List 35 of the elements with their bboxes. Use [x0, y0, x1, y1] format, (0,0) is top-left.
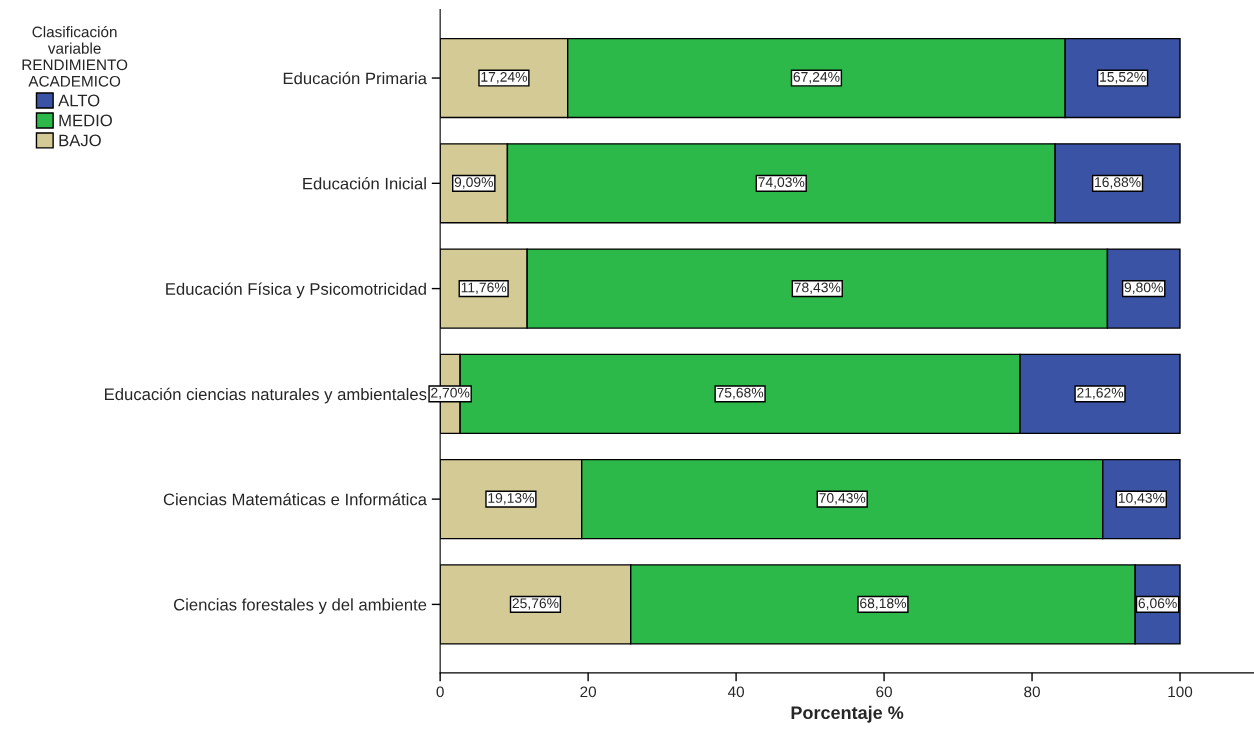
y-tick-label: Ciencias Matemáticas e Informática — [163, 492, 427, 506]
data-label: 25,76% — [512, 598, 559, 610]
data-label: 17,24% — [481, 71, 527, 84]
legend-title: Clasificación variable RENDIMIENTO ACADEMICO — [22, 25, 128, 87]
data-label: 6,06% — [1138, 598, 1177, 610]
x-tick-label: 60 — [876, 686, 892, 698]
data-label: 78,43% — [794, 282, 841, 294]
legend-label: MEDIO — [59, 114, 112, 127]
data-label: 9,09% — [454, 177, 493, 189]
data-label: 67,24% — [793, 71, 840, 84]
x-tick-label: 40 — [727, 686, 744, 698]
x-axis-title: Porcentaje % — [791, 705, 904, 723]
x-tick-label: 80 — [1024, 686, 1040, 698]
y-tick-label: Educación Primaria — [283, 71, 427, 85]
data-label: 10,43% — [1118, 493, 1165, 505]
data-label: 68,18% — [860, 598, 907, 610]
legend-label: ALTO — [58, 94, 100, 107]
data-label: 19,13% — [488, 493, 534, 505]
data-label: 21,62% — [1077, 387, 1124, 400]
data-label: 70,43% — [819, 493, 866, 505]
legend-label: BAJO — [59, 134, 101, 147]
y-tick-label: Educación Física y Psicomotricidad — [166, 282, 426, 299]
y-tick-label: Ciencias forestales y del ambiente — [173, 598, 427, 614]
y-tick-label: Educación Inicial — [303, 177, 426, 190]
data-label: 75,68% — [717, 387, 764, 400]
data-label: 16,88% — [1095, 177, 1141, 189]
data-label: 11,76% — [461, 282, 507, 294]
x-tick-label: 0 — [436, 686, 444, 698]
data-label: 15,52% — [1100, 71, 1146, 84]
x-tick-label: 20 — [580, 686, 597, 698]
data-label: 9,80% — [1124, 282, 1163, 294]
data-label: 2,70% — [431, 387, 470, 400]
x-tick-label: 100 — [1168, 686, 1193, 698]
y-tick-label: Educación ciencias naturales y ambientales — [105, 387, 427, 404]
data-label: 74,03% — [758, 177, 805, 189]
